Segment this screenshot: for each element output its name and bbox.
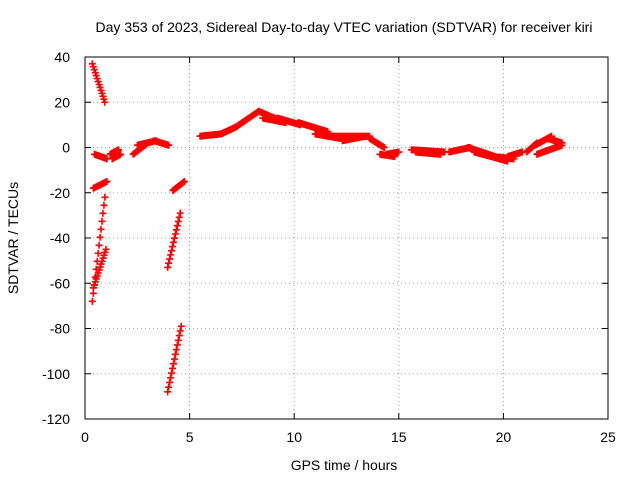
data-point xyxy=(95,241,103,249)
data-point xyxy=(177,322,185,330)
data-point xyxy=(97,225,105,233)
data-point xyxy=(172,226,180,234)
data-point xyxy=(94,249,102,257)
data-point xyxy=(168,243,176,251)
data-point xyxy=(99,209,107,217)
data-point xyxy=(167,251,175,259)
data-point xyxy=(174,336,182,344)
data-point xyxy=(170,355,178,363)
y-tick-label: -40 xyxy=(50,230,70,246)
data-point xyxy=(166,378,174,386)
data-point xyxy=(165,259,173,267)
data-point xyxy=(169,360,177,368)
data-point xyxy=(175,332,183,340)
y-tick-label: -80 xyxy=(50,321,70,337)
data-point xyxy=(361,132,369,140)
y-tick-label: -60 xyxy=(50,275,70,291)
data-point xyxy=(171,230,179,238)
y-tick-label: 40 xyxy=(54,49,70,65)
data-point xyxy=(88,297,96,305)
data-point xyxy=(437,150,445,158)
data-point xyxy=(170,234,178,242)
chart-title: Day 353 of 2023, Sidereal Day-to-day VTE… xyxy=(96,19,593,35)
data-point xyxy=(98,217,106,225)
x-axis-label: GPS time / hours xyxy=(291,457,398,473)
y-tick-label: -20 xyxy=(50,185,70,201)
data-point xyxy=(117,150,125,158)
x-tick-label: 0 xyxy=(81,429,89,445)
data-point xyxy=(101,193,109,201)
y-axis-label: SDTVAR / TECUs xyxy=(5,182,21,294)
x-tick-label: 5 xyxy=(186,429,194,445)
data-point xyxy=(173,222,181,230)
y-tick-label: -100 xyxy=(42,366,70,382)
data-point xyxy=(168,364,176,372)
data-point xyxy=(174,217,182,225)
data-point xyxy=(166,255,174,263)
data-point xyxy=(176,209,184,217)
axis-ticks: 0 5 10 15 20 25 -120 -100 -80 -60 -40 -20 0 20 40 xyxy=(42,49,616,445)
data-point xyxy=(180,177,188,185)
x-tick-label: 20 xyxy=(496,429,512,445)
data-point xyxy=(165,141,173,149)
data-point xyxy=(100,201,108,209)
data-point xyxy=(167,247,175,255)
x-tick-label: 10 xyxy=(286,429,302,445)
x-tick-label: 15 xyxy=(391,429,407,445)
data-points xyxy=(88,60,566,396)
data-point xyxy=(380,144,388,151)
y-tick-label: 0 xyxy=(62,140,70,156)
data-point xyxy=(168,369,176,377)
data-point xyxy=(395,148,403,156)
x-tick-label: 25 xyxy=(600,429,616,445)
data-point xyxy=(171,350,179,358)
data-point xyxy=(165,383,173,391)
data-point xyxy=(96,233,104,241)
data-point xyxy=(175,213,183,221)
data-point xyxy=(164,388,172,396)
grid xyxy=(85,57,608,419)
y-tick-label: 20 xyxy=(54,94,70,110)
data-point xyxy=(101,98,109,106)
y-tick-label: -120 xyxy=(42,411,70,427)
data-point xyxy=(172,346,180,354)
data-point xyxy=(164,263,172,271)
data-point xyxy=(103,177,111,185)
data-point xyxy=(558,139,566,147)
data-point xyxy=(102,245,110,253)
data-point xyxy=(169,238,177,246)
data-point xyxy=(176,327,184,335)
data-point xyxy=(167,374,175,382)
data-point xyxy=(173,341,181,349)
